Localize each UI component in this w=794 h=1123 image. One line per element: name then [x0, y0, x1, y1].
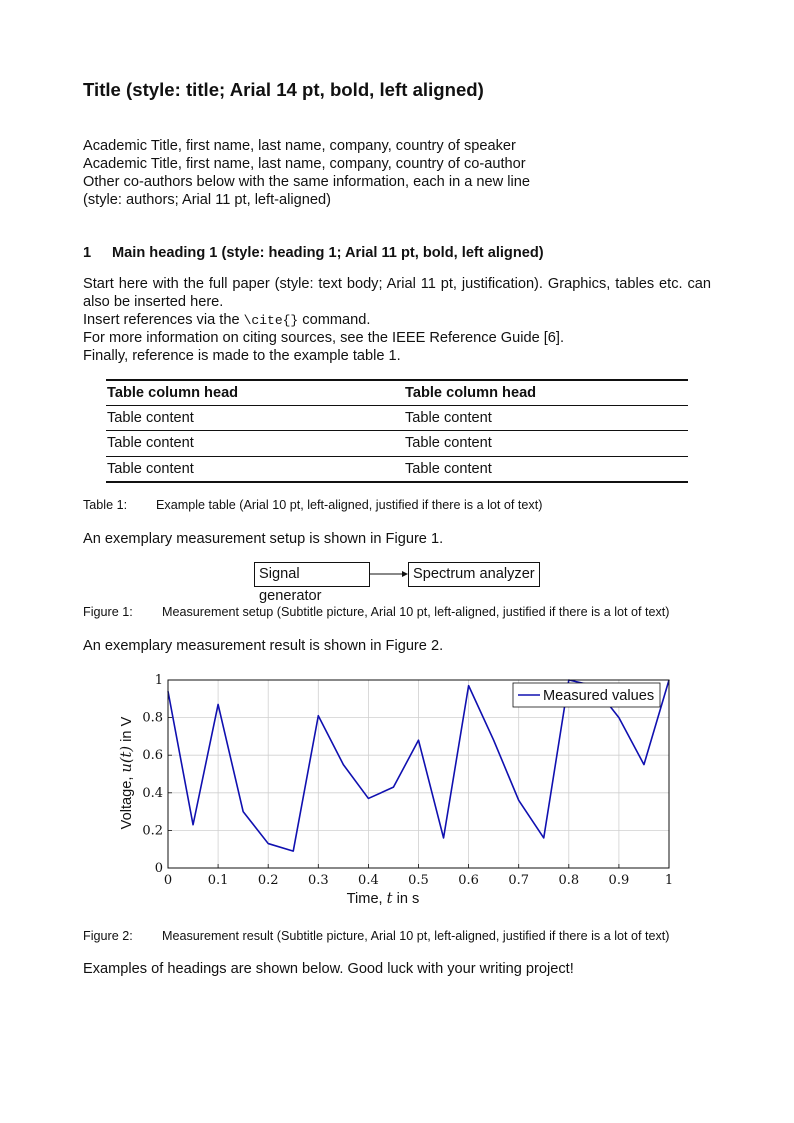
author-line: (style: authors; Arial 11 pt, left-align… [83, 192, 331, 208]
body-text: Insert references via the [83, 312, 244, 328]
body-line: Finally, reference is made to the exampl… [83, 348, 401, 364]
x-tick-label: 0.7 [508, 873, 529, 888]
body-line: also be inserted here. [83, 294, 224, 310]
table-cell: Table content [405, 410, 492, 426]
table-cell: Table content [405, 435, 492, 451]
table-caption: Example table (Arial 10 pt, left-aligned… [156, 498, 543, 512]
y-axis-label: Voltage, u(t) in V [118, 716, 135, 829]
table-rule [106, 456, 688, 457]
figure-caption-label: Figure 2: [83, 929, 133, 943]
heading-1: Main heading 1 (style: heading 1; Arial … [112, 245, 544, 261]
x-tick-label: 0.3 [308, 873, 329, 888]
x-tick-label: 0.2 [258, 873, 279, 888]
y-tick-label: 1 [155, 673, 163, 688]
y-tick-label: 0.4 [142, 786, 163, 801]
body-text: command. [298, 312, 371, 328]
plot-frame [167, 679, 670, 869]
author-line: Academic Title, first name, last name, c… [83, 156, 526, 172]
signal-generator-box: Signal generator [254, 562, 370, 604]
arrow-icon [369, 571, 408, 577]
author-line: Academic Title, first name, last name, c… [83, 138, 516, 154]
table-rule [106, 405, 688, 406]
cite-command: \cite{} [243, 313, 299, 328]
measurement-chart: 0 0.1 0.2 0.3 0.4 0.5 0.6 0.7 0.8 0.9 1 0 0.2 0.4 0.6 0… [118, 673, 673, 907]
paper-title: Title (style: title; Arial 14 pt, bold, … [83, 79, 484, 100]
legend: Measured values [512, 682, 661, 708]
figure-caption-label: Figure 1: [83, 605, 133, 619]
y-tick-label: 0.2 [142, 823, 163, 838]
heading-number: 1 [83, 245, 92, 261]
x-tick-label: 0.1 [208, 873, 229, 888]
x-tick-label: 0.9 [609, 873, 630, 888]
body-line: An exemplary measurement result is shown… [83, 638, 444, 654]
x-tick-label: 0.4 [358, 873, 379, 888]
body-line: An exemplary measurement setup is shown … [83, 531, 444, 547]
figure-caption: Measurement setup (Subtitle picture, Ari… [162, 605, 670, 619]
table-cell: Table content [107, 410, 194, 426]
x-axis-label: Time, t in s [347, 890, 420, 907]
x-tick-label: 0 [164, 873, 172, 888]
table-top-rule [106, 379, 688, 381]
body-line: Examples of headings are shown below. Go… [83, 961, 574, 977]
x-tick-label: 0.8 [558, 873, 579, 888]
x-tick-label: 0.5 [408, 873, 429, 888]
author-line: Other co-authors below with the same inf… [83, 174, 530, 190]
table-header: Table column head [107, 385, 239, 401]
figure-caption: Measurement result (Subtitle picture, Ar… [162, 929, 670, 943]
table-caption-label: Table 1: [83, 498, 128, 512]
legend-label: Measured values [543, 688, 654, 704]
y-tick-label: 0 [155, 861, 163, 876]
y-tick-label: 0.6 [142, 748, 163, 763]
y-tick-label: 0.8 [142, 711, 163, 726]
body-line: Insert references via the \cite{} comman… [83, 311, 370, 330]
spectrum-analyzer-box: Spectrum analyzer [408, 562, 540, 587]
x-tick-label: 0.6 [458, 873, 479, 888]
table-cell: Table content [107, 461, 194, 477]
table-header: Table column head [405, 385, 537, 401]
table-cell: Table content [405, 461, 492, 477]
x-tick-label: 1 [665, 873, 673, 888]
body-line: Start here with the full paper (style: t… [83, 276, 711, 292]
table-bottom-rule [106, 481, 688, 483]
body-line: For more information on citing sources, … [83, 330, 565, 346]
table-cell: Table content [107, 435, 194, 451]
table-rule [106, 430, 688, 431]
